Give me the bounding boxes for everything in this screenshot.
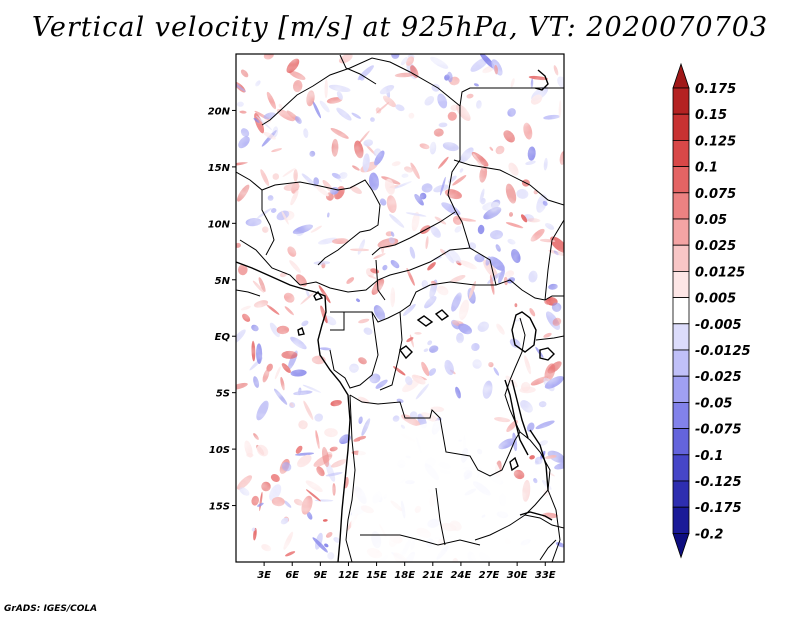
lon-tick-label: 33E <box>535 570 556 581</box>
colorbar-swatch <box>672 533 690 559</box>
lon-tick-label: 6E <box>285 570 299 581</box>
colorbar-swatch <box>672 62 690 89</box>
colorbar-swatch <box>672 87 690 115</box>
colorbar-level-label: 0.0125 <box>695 265 745 280</box>
colorbar-swatch <box>672 480 690 508</box>
lon-tick-label: 27E <box>479 570 500 581</box>
lon-tick-label: 30E <box>507 570 528 581</box>
calm-region <box>350 420 545 562</box>
lat-tick-label: 10N <box>208 219 231 230</box>
colorbar-swatch <box>672 139 690 167</box>
lat-tick-label: 5N <box>215 276 231 287</box>
colorbar-level-label: -0.175 <box>695 501 742 516</box>
colorbar-swatch <box>672 113 690 141</box>
colorbar-level-label: 0.15 <box>695 108 727 123</box>
longitude-axis: 3E 6E 9E 12E 15E 18E 21E 24E 27E 30E 33E <box>257 562 556 581</box>
plot-frame <box>235 53 565 563</box>
credit-label: GrADS: IGES/COLA <box>4 604 98 614</box>
colorbar-swatch <box>672 375 690 403</box>
colorbar-level-label: 0.05 <box>695 213 727 228</box>
colorbar-swatch <box>672 218 690 246</box>
colorbar-swatch <box>672 428 690 456</box>
colorbar-swatch <box>672 506 690 534</box>
colorbar-level-label: -0.125 <box>695 475 742 490</box>
coastlines <box>236 69 555 562</box>
colorbar-level-label: 0.005 <box>695 292 736 307</box>
colorbar-level-label: -0.2 <box>695 527 723 542</box>
lat-tick-label: 10S <box>209 445 230 456</box>
country-boundaries <box>236 54 564 562</box>
lon-tick-label: 15E <box>366 570 387 581</box>
colorbar-level-label: -0.1 <box>695 449 723 464</box>
colorbar-level-label: 0.125 <box>695 134 736 149</box>
lon-tick-label: 9E <box>313 570 327 581</box>
lat-tick-label: 20N <box>208 106 231 117</box>
colorbar-level-label: -0.025 <box>695 370 742 385</box>
lon-tick-label: 21E <box>422 570 443 581</box>
latitude-axis: 20N 15N 10N 5N EQ 5S 10S 15S <box>208 106 236 513</box>
colorbar-level-label: -0.0125 <box>695 344 751 359</box>
colorbar-level-label: -0.075 <box>695 423 742 438</box>
colorbar-level-label: -0.05 <box>695 396 732 411</box>
colorbar: 0.175 0.15 0.125 0.1 0.075 0.05 0.025 0.0125 0.0… <box>672 62 751 559</box>
colorbar-swatch <box>672 401 690 429</box>
lon-tick-label: 3E <box>257 570 271 581</box>
colorbar-swatch <box>672 244 690 272</box>
colorbar-level-label: 0.175 <box>695 82 736 97</box>
lat-tick-label: 5S <box>216 389 230 400</box>
lat-tick-label: 15N <box>208 163 231 174</box>
colorbar-level-label: -0.005 <box>695 318 742 333</box>
colorbar-level-label: 0.025 <box>695 239 736 254</box>
lon-tick-label: 12E <box>338 570 359 581</box>
colorbar-swatch <box>672 454 690 482</box>
colorbar-swatch <box>672 192 690 220</box>
lon-tick-label: 18E <box>394 570 415 581</box>
map-title: Vertical velocity [m/s] at 925hPa, VT: 2… <box>31 12 769 43</box>
colorbar-swatch <box>672 270 690 298</box>
velocity-field <box>236 54 564 562</box>
lat-tick-label: EQ <box>215 332 231 343</box>
colorbar-swatch <box>672 349 690 377</box>
colorbar-level-label: 0.075 <box>695 187 736 202</box>
lat-tick-label: 15S <box>209 502 230 513</box>
colorbar-level-label: 0.1 <box>695 161 718 176</box>
colorbar-swatch <box>672 323 690 351</box>
colorbar-swatch <box>672 297 690 325</box>
colorbar-swatch <box>672 166 690 194</box>
lon-tick-label: 24E <box>451 570 472 581</box>
